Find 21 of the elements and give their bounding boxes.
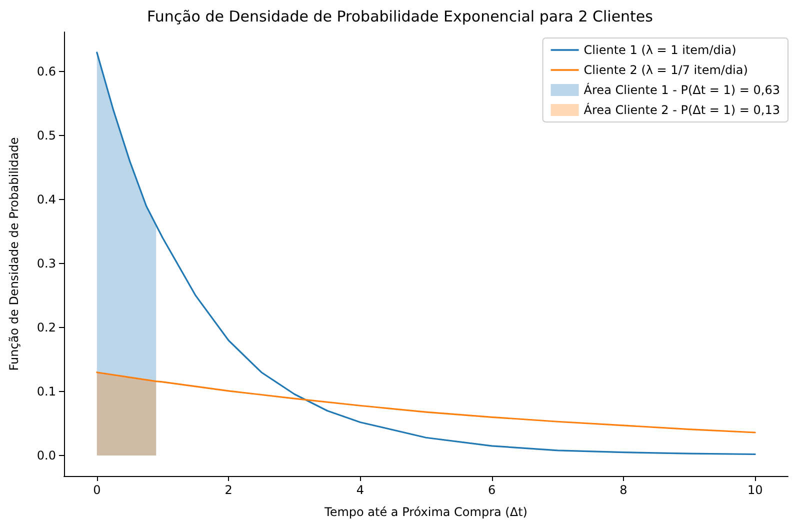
y-tick-label: 0.1 (36, 384, 56, 399)
x-tick-label: 8 (620, 483, 628, 497)
x-axis-title: Tempo até a Próxima Compra (Δt) (324, 505, 528, 519)
x-tick-label: 2 (224, 483, 232, 497)
y-tick-label: 0.0 (36, 448, 56, 463)
y-axis-title: Função de Densidade de Probabilidade (7, 137, 21, 371)
y-tick-label: 0.3 (36, 256, 56, 271)
line-series (96, 372, 756, 434)
y-tick-label: 0.2 (36, 320, 56, 335)
legend-label: Área Cliente 2 - P(Δt = 1) = 0,13 (584, 102, 780, 117)
y-tick-label: 0.4 (36, 192, 56, 207)
x-tick-label: 10 (747, 483, 763, 497)
chart-title: Função de Densidade de Probabilidade Exponencial para 2 Clientes (147, 8, 654, 26)
y-tick-label: 0.6 (36, 64, 56, 79)
x-tick-label: 0 (93, 483, 101, 497)
x-tick-label: 6 (488, 483, 496, 497)
legend-label: Cliente 2 (λ = 1/7 item/dia) (584, 63, 748, 77)
legend-label: Área Cliente 1 - P(Δt = 1) = 0,63 (584, 82, 780, 97)
x-tick-label: 4 (356, 483, 364, 497)
y-tick-label: 0.5 (36, 128, 56, 143)
legend-label: Cliente 1 (λ = 1 item/dia) (584, 43, 736, 57)
